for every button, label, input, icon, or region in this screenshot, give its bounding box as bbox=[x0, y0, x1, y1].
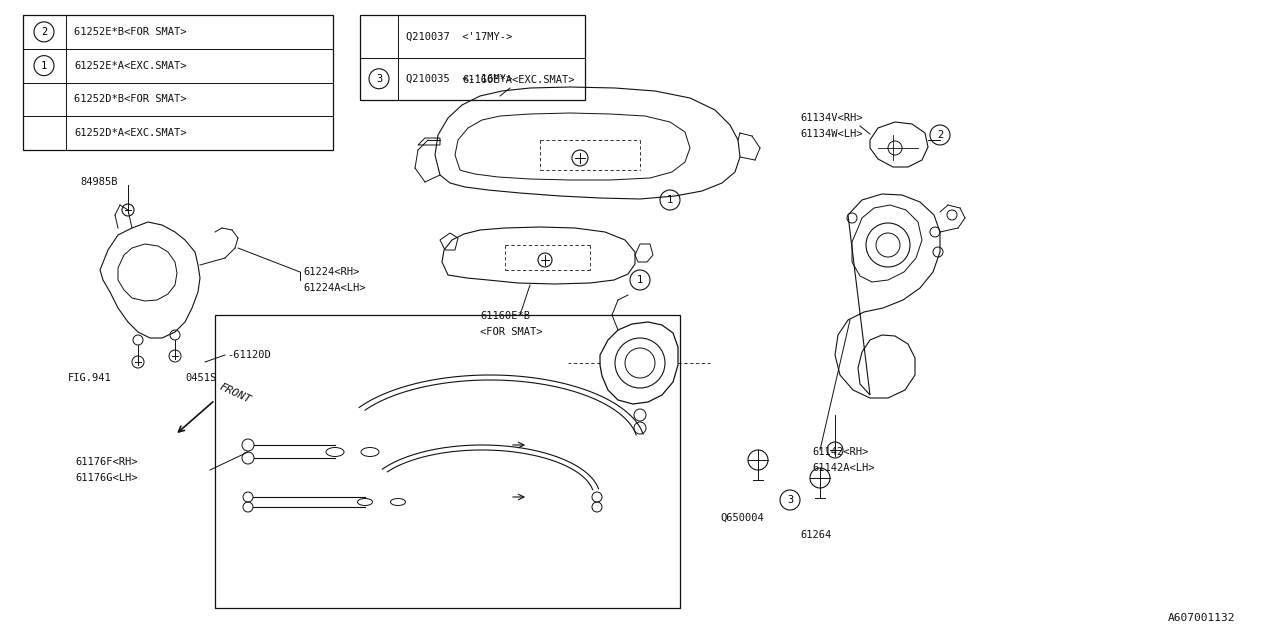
Text: FRONT: FRONT bbox=[218, 381, 253, 404]
Text: 1: 1 bbox=[667, 195, 673, 205]
Bar bbox=[215, 315, 680, 608]
Text: -61120D: -61120D bbox=[227, 350, 271, 360]
Text: 61134V<RH>: 61134V<RH> bbox=[800, 113, 863, 123]
Bar bbox=[23, 15, 333, 150]
Text: 61134W<LH>: 61134W<LH> bbox=[800, 129, 863, 139]
Text: A607001132: A607001132 bbox=[1167, 613, 1235, 623]
Text: 2: 2 bbox=[41, 27, 47, 37]
Text: Q210037  <'17MY->: Q210037 <'17MY-> bbox=[406, 31, 512, 41]
Text: FIG.941: FIG.941 bbox=[68, 373, 111, 383]
Text: 2: 2 bbox=[937, 130, 943, 140]
Text: 61252E*B<FOR SMAT>: 61252E*B<FOR SMAT> bbox=[74, 27, 187, 37]
Text: 61160E*A<EXC.SMAT>: 61160E*A<EXC.SMAT> bbox=[462, 75, 575, 85]
Text: 61176F<RH>: 61176F<RH> bbox=[76, 457, 137, 467]
Text: 61160E*B: 61160E*B bbox=[480, 311, 530, 321]
Text: 61176G<LH>: 61176G<LH> bbox=[76, 473, 137, 483]
Text: 3: 3 bbox=[787, 495, 794, 505]
Text: 61252D*B<FOR SMAT>: 61252D*B<FOR SMAT> bbox=[74, 94, 187, 104]
Text: Q210035  <-'16MY>: Q210035 <-'16MY> bbox=[406, 74, 512, 84]
Bar bbox=[360, 15, 585, 100]
Text: 1: 1 bbox=[41, 61, 47, 70]
Text: 61142<RH>: 61142<RH> bbox=[812, 447, 868, 457]
Text: 84985B: 84985B bbox=[79, 177, 118, 187]
Text: 1: 1 bbox=[637, 275, 643, 285]
Text: 61224<RH>: 61224<RH> bbox=[303, 267, 360, 277]
Text: 61142A<LH>: 61142A<LH> bbox=[812, 463, 874, 473]
Text: 61224A<LH>: 61224A<LH> bbox=[303, 283, 366, 293]
Text: <FOR SMAT>: <FOR SMAT> bbox=[480, 327, 543, 337]
Text: 3: 3 bbox=[376, 74, 383, 84]
Text: 61252D*A<EXC.SMAT>: 61252D*A<EXC.SMAT> bbox=[74, 128, 187, 138]
Text: 61264: 61264 bbox=[800, 530, 831, 540]
Text: 0451S: 0451S bbox=[186, 373, 216, 383]
Text: 61252E*A<EXC.SMAT>: 61252E*A<EXC.SMAT> bbox=[74, 61, 187, 70]
Text: Q650004: Q650004 bbox=[719, 513, 764, 523]
